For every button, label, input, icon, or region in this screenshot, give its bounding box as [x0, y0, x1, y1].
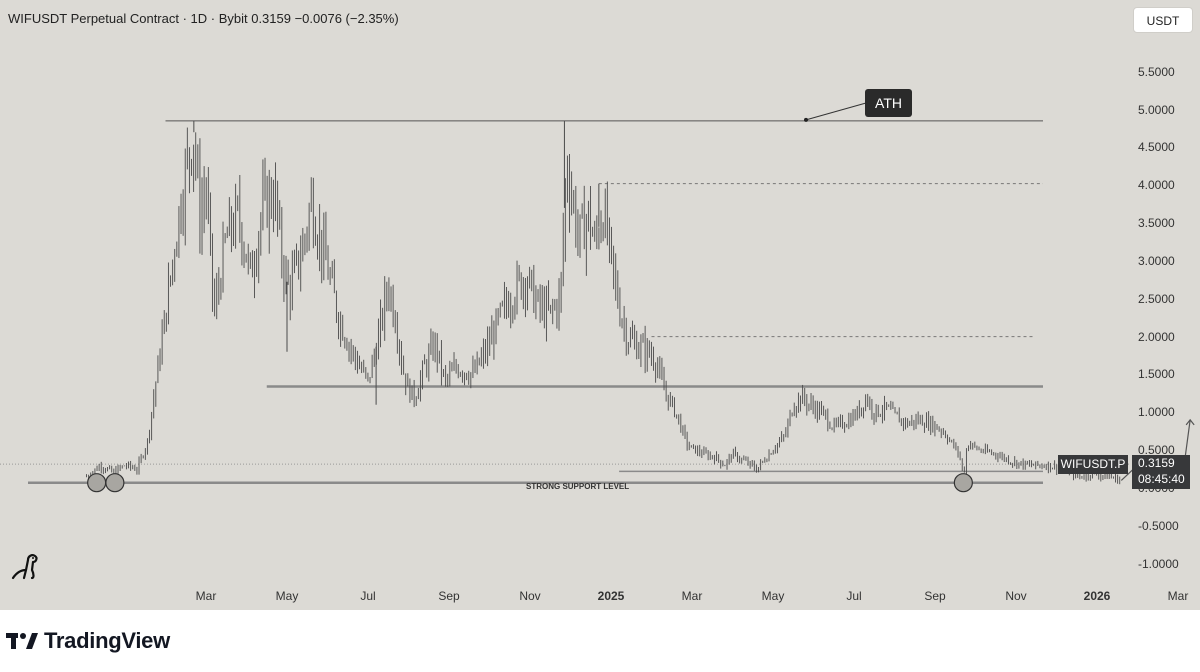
y-tick-label: 3.0000 — [1138, 253, 1175, 268]
y-tick-label: 5.5000 — [1138, 64, 1175, 79]
x-tick-label: Sep — [438, 589, 460, 603]
y-tick-label: 2.0000 — [1138, 329, 1175, 344]
last-price-value: 0.3159 — [1138, 456, 1175, 470]
symbol-price-tag: WIFUSDT.P — [1058, 455, 1128, 474]
support-touch-circle — [953, 473, 973, 493]
dinosaur-icon — [10, 550, 42, 587]
y-tick-label: 0.5000 — [1138, 443, 1175, 458]
y-tick-label: 2.5000 — [1138, 291, 1175, 306]
y-tick-label: 5.0000 — [1138, 102, 1175, 117]
y-tick-label: 4.0000 — [1138, 178, 1175, 193]
y-tick-label: 3.5000 — [1138, 216, 1175, 231]
y-tick-label: 1.0000 — [1138, 405, 1175, 420]
x-tick-label: Nov — [1005, 589, 1027, 603]
x-tick-label: Jul — [360, 589, 376, 603]
ath-pointer-dot — [804, 117, 808, 122]
bar-countdown: 08:45:40 — [1138, 472, 1185, 486]
x-tick-label: Mar — [1167, 589, 1189, 603]
x-tick-label: May — [761, 589, 785, 603]
tradingview-brand: TradingView — [44, 628, 170, 653]
x-tick-label: Nov — [519, 589, 541, 603]
support-touch-circle — [87, 473, 107, 493]
x-tick-label: Mar — [681, 589, 703, 603]
last-price-tag: 0.3159 08:45:40 — [1132, 455, 1190, 489]
currency-button[interactable]: USDT — [1133, 7, 1193, 33]
x-tick-label: May — [275, 589, 299, 603]
y-tick-label: 1.5000 — [1138, 367, 1175, 382]
x-tick-label: 2025 — [597, 589, 625, 603]
tradingview-logo[interactable]: TradingView — [6, 628, 170, 654]
y-tick-label: -1.0000 — [1138, 556, 1179, 571]
ath-label[interactable]: ATH — [865, 89, 912, 117]
chart-area[interactable] — [0, 0, 1200, 610]
chart-title: WIFUSDT Perpetual Contract · 1D · Bybit … — [8, 11, 399, 26]
x-tick-label: Mar — [195, 589, 217, 603]
x-tick-label: 2026 — [1083, 589, 1111, 603]
x-tick-label: Jul — [846, 589, 862, 603]
projection-arrow-icon — [1185, 418, 1195, 426]
y-tick-label: -0.5000 — [1138, 518, 1179, 533]
support-touch-circle — [105, 473, 125, 493]
support-level-label: STRONG SUPPORT LEVEL — [526, 482, 630, 491]
y-tick-label: 4.5000 — [1138, 140, 1175, 155]
tradingview-logo-icon — [6, 633, 38, 649]
plot-area[interactable] — [0, 0, 1200, 610]
footer — [0, 610, 1200, 672]
x-tick-label: Sep — [924, 589, 946, 603]
ath-pointer-line — [805, 102, 867, 121]
